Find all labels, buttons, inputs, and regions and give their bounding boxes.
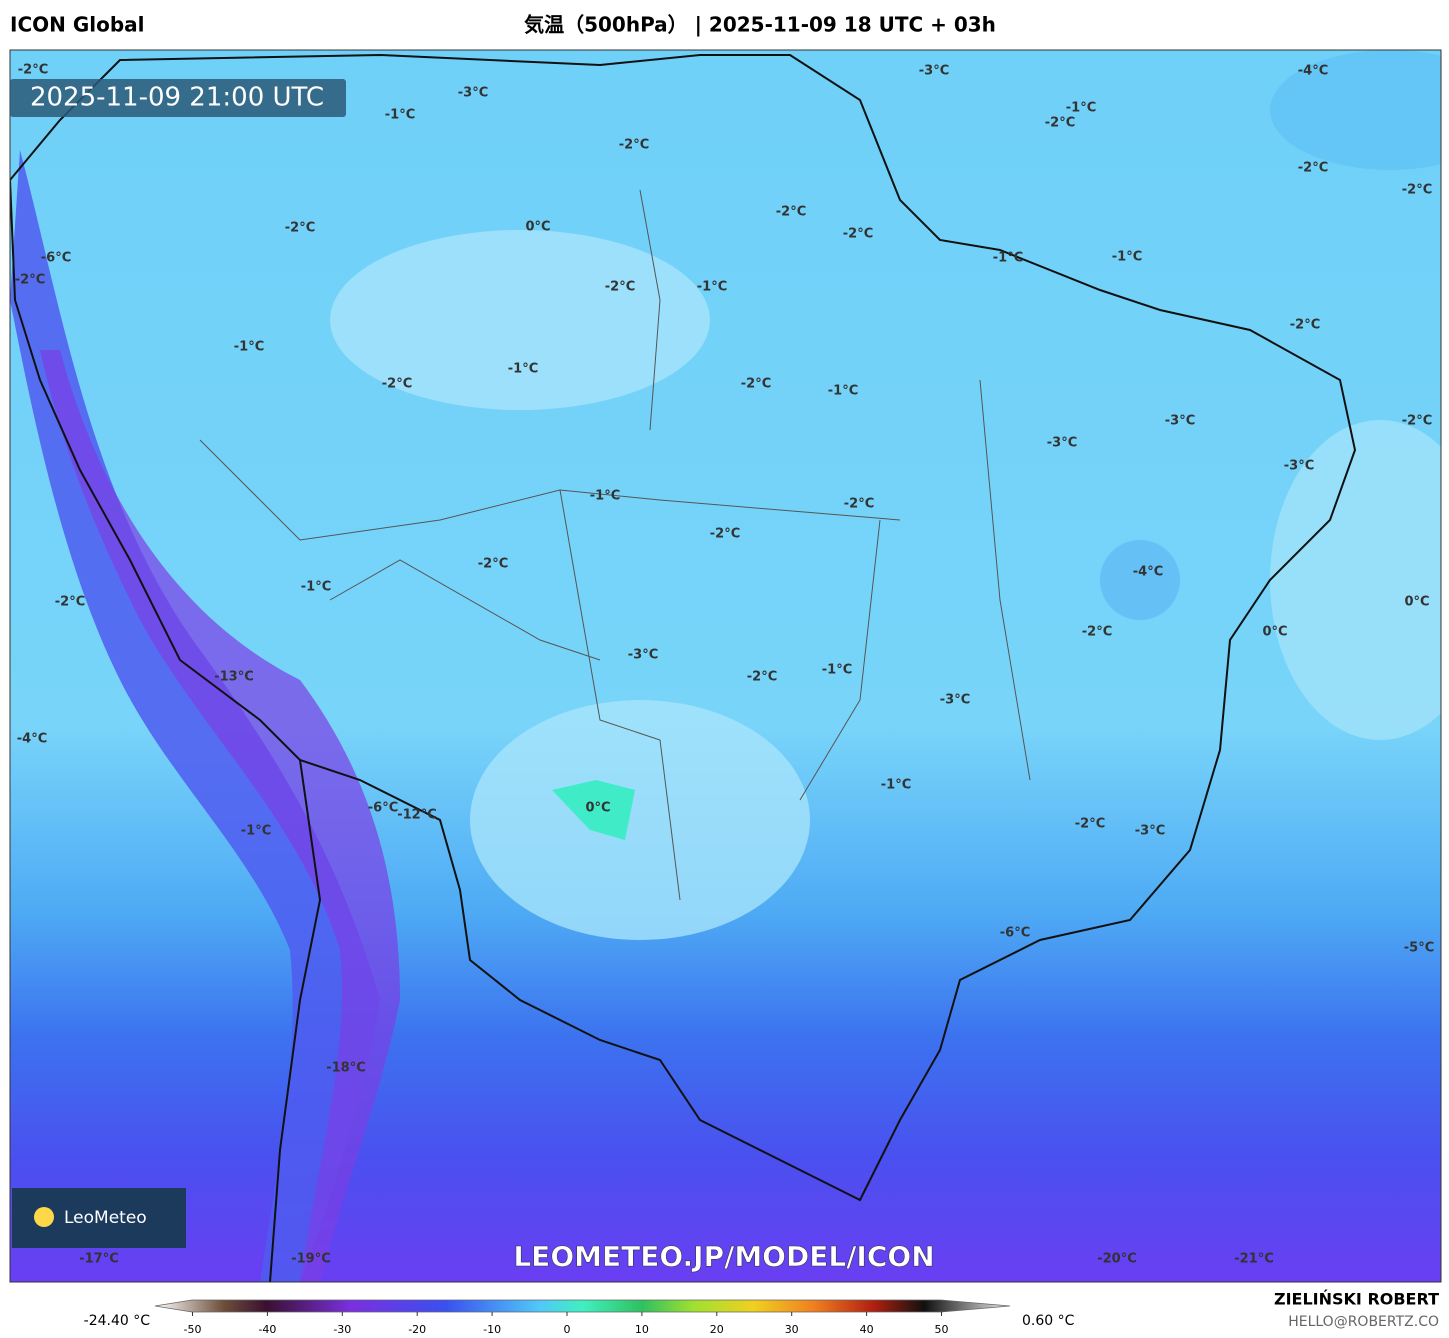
temperature-label: -2°C bbox=[478, 557, 508, 572]
temperature-label: -19°C bbox=[291, 1252, 331, 1267]
temperature-label: -13°C bbox=[214, 670, 254, 685]
temperature-label: -2°C bbox=[619, 138, 649, 153]
temperature-label: -1°C bbox=[234, 340, 264, 355]
valid-time: 2025-11-09 21:00 UTC bbox=[30, 83, 324, 113]
contour-labels: -2°C-3°C-1°C-2°C-3°C -4°C-1°C-2°C-2°C-2°C… bbox=[15, 63, 1434, 1267]
temperature-label: -3°C bbox=[940, 693, 970, 708]
logo-sun bbox=[34, 1207, 54, 1227]
temperature-label: -1°C bbox=[1112, 250, 1142, 265]
temperature-label: -4°C bbox=[17, 732, 47, 747]
colorbar-tick-label: 40 bbox=[860, 1323, 874, 1336]
temperature-label: -1°C bbox=[241, 824, 271, 839]
map-field bbox=[10, 50, 1441, 1282]
temperature-label: -1°C bbox=[301, 580, 331, 595]
temperature-label: -2°C bbox=[843, 227, 873, 242]
temperature-label: -2°C bbox=[1402, 183, 1432, 198]
colorbar-tick-label: 50 bbox=[935, 1323, 949, 1336]
temperature-label: -2°C bbox=[1402, 414, 1432, 429]
email: HELLO@ROBERTZ.CO bbox=[1288, 1314, 1439, 1330]
colorbar-tick-label: 20 bbox=[710, 1323, 724, 1336]
temperature-label: -2°C bbox=[741, 377, 771, 392]
temperature-label: -2°C bbox=[1045, 116, 1075, 131]
model-name: ICON Global bbox=[10, 13, 145, 37]
temperature-label: -2°C bbox=[382, 377, 412, 392]
colorbar-tick-label: 0 bbox=[564, 1323, 571, 1336]
temperature-label: -1°C bbox=[508, 362, 538, 377]
temperature-label: -2°C bbox=[55, 595, 85, 610]
map-title: 気温（500hPa） | 2025-11-09 18 UTC + 03h bbox=[524, 13, 996, 37]
time-badge bbox=[10, 79, 346, 117]
temperature-label: -3°C bbox=[919, 64, 949, 79]
temperature-label: 0°C bbox=[1262, 625, 1287, 640]
temperature-label: -4°C bbox=[1298, 64, 1328, 79]
temperature-label: -2°C bbox=[747, 670, 777, 685]
temperature-label: -17°C bbox=[79, 1252, 119, 1267]
temperature-label: -1°C bbox=[590, 489, 620, 504]
temperature-label: -3°C bbox=[458, 86, 488, 101]
temperature-label: -3°C bbox=[1284, 459, 1314, 474]
colorbar-max: 0.60 °C bbox=[1022, 1313, 1075, 1329]
colorbar-tick-label: -40 bbox=[258, 1323, 276, 1336]
temperature-label: -18°C bbox=[326, 1061, 366, 1076]
temperature-label: -2°C bbox=[285, 221, 315, 236]
temperature-label: -2°C bbox=[1075, 817, 1105, 832]
temperature-label: -12°C bbox=[397, 808, 437, 823]
temperature-label: -20°C bbox=[1097, 1252, 1137, 1267]
temperature-label: -2°C bbox=[1082, 625, 1112, 640]
temperature-label: -1°C bbox=[697, 280, 727, 295]
colorbar-tick-label: -20 bbox=[408, 1323, 426, 1336]
temperature-label: -1°C bbox=[385, 108, 415, 123]
temperature-label: -3°C bbox=[1135, 824, 1165, 839]
temperature-label: -6°C bbox=[1000, 926, 1030, 941]
temperature-label: -3°C bbox=[1165, 414, 1195, 429]
temperature-label: 0°C bbox=[1404, 595, 1429, 610]
colorbar-ticks: -50 -40 -30 -20 -10 0 10 20 30 40 50 bbox=[184, 1312, 949, 1336]
colorbar-min: -24.40 °C bbox=[84, 1313, 151, 1329]
temperature-label: -2°C bbox=[776, 205, 806, 220]
colorbar bbox=[154, 1299, 1011, 1313]
colorbar-tick-label: -50 bbox=[184, 1323, 202, 1336]
map-frame bbox=[9, 49, 1442, 1283]
author: ZIELIŃSKI ROBERT bbox=[1274, 1290, 1439, 1309]
temperature-label: -1°C bbox=[828, 384, 858, 399]
colorbar-tick-label: 30 bbox=[785, 1323, 799, 1336]
temperature-label: -2°C bbox=[18, 63, 48, 78]
temperature-label: -4°C bbox=[1133, 565, 1163, 580]
temperature-label: -2°C bbox=[1290, 318, 1320, 333]
temperature-label: -3°C bbox=[628, 648, 658, 663]
temperature-label: -1°C bbox=[1066, 101, 1096, 116]
temperature-label: -2°C bbox=[1298, 161, 1328, 176]
colorbar-tick-label: -30 bbox=[333, 1323, 351, 1336]
temperature-label: -21°C bbox=[1234, 1252, 1274, 1267]
temperature-label: -2°C bbox=[15, 273, 45, 288]
temperature-label: 0°C bbox=[525, 220, 550, 235]
colorbar-tick-label: -10 bbox=[483, 1323, 501, 1336]
colorbar-tick-label: 10 bbox=[635, 1323, 649, 1336]
temperature-label: -2°C bbox=[605, 280, 635, 295]
watermark: LEOMETEO.JP/MODEL/ICON bbox=[513, 1240, 934, 1273]
logo-text: LeoMeteo bbox=[64, 1208, 147, 1228]
temperature-label: -2°C bbox=[844, 497, 874, 512]
temperature-label: -6°C bbox=[368, 801, 398, 816]
temperature-label: -1°C bbox=[822, 663, 852, 678]
temperature-label: -2°C bbox=[710, 527, 740, 542]
temperature-label: -1°C bbox=[993, 251, 1023, 266]
temperature-label: -3°C bbox=[1047, 436, 1077, 451]
temperature-label: -6°C bbox=[41, 251, 71, 266]
temperature-label: -1°C bbox=[881, 778, 911, 793]
temperature-label: -5°C bbox=[1404, 941, 1434, 956]
temperature-label: 0°C bbox=[585, 801, 610, 816]
